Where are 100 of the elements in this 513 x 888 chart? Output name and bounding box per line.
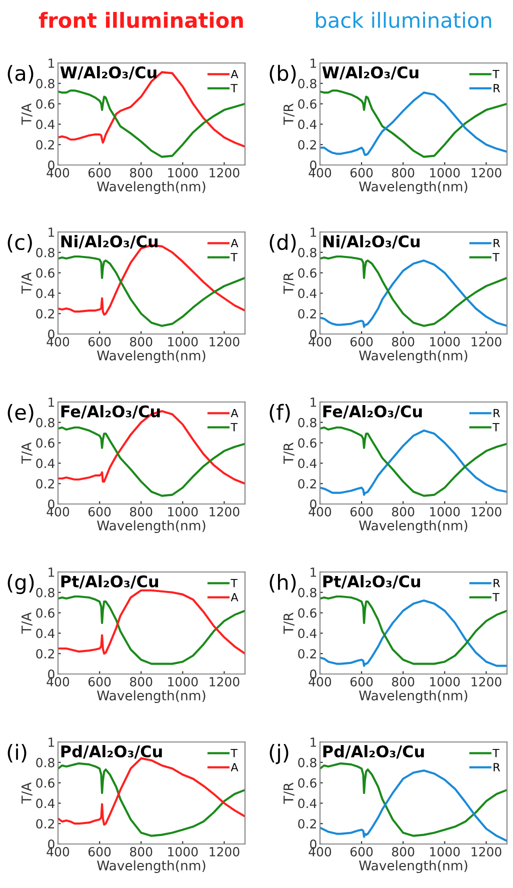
legend-label: A — [230, 409, 238, 418]
x-tick-label: 600 — [88, 507, 111, 516]
y-tick-label: 0 — [310, 160, 316, 170]
y-tick-label: 0 — [310, 329, 316, 339]
chart-subtitle: W/Al₂O₃/Cu — [322, 66, 418, 80]
y-tick-label: 0.4 — [36, 288, 55, 298]
y-tick-label: 0.6 — [298, 608, 316, 618]
chart-subtitle: Pt/Al₂O₃/Cu — [323, 575, 420, 589]
y-tick-label: 0.8 — [36, 588, 54, 598]
line-series — [320, 762, 507, 837]
x-tick-label: 600 — [88, 847, 111, 856]
line-series — [58, 762, 245, 837]
x-axis-title: Wavelength(nm) — [359, 690, 468, 704]
y-tick-label: 1 — [310, 738, 316, 747]
x-tick-label: 400 — [308, 507, 332, 516]
x-axis-title: Wavelength(nm) — [359, 860, 468, 874]
y-tick-label: 0.2 — [298, 649, 316, 659]
y-tick-label: 1 — [48, 568, 54, 577]
y-tick-label: 0 — [310, 839, 316, 849]
y-axis-title: T/R — [284, 612, 294, 634]
x-tick-label: 800 — [130, 168, 152, 178]
y-tick-label: 0 — [48, 499, 54, 509]
y-tick-label: 0.2 — [36, 140, 54, 150]
y-tick-label: 0 — [310, 669, 316, 679]
y-tick-label: 0.6 — [36, 99, 54, 109]
chart-title: (e) — [8, 404, 34, 422]
y-tick-label: 0.8 — [36, 418, 54, 428]
x-tick-label: 800 — [130, 507, 152, 516]
chart-subtitle: Pd/Al₂O₃/Cu — [323, 745, 424, 759]
y-tick-label: 0.8 — [298, 78, 316, 88]
y-tick-label: 0.2 — [298, 309, 316, 319]
x-tick-label: 400 — [46, 847, 70, 856]
y-tick-label: 1 — [310, 228, 316, 237]
x-tick-label: 1200 — [472, 847, 502, 856]
x-axis-title: Wavelength(nm) — [359, 350, 468, 364]
y-tick-label: 1 — [310, 398, 316, 407]
x-tick-label: 800 — [392, 337, 414, 346]
y-tick-label: 1 — [48, 738, 54, 747]
text: back illumination — [316, 12, 492, 28]
y-tick-label: 0.2 — [298, 140, 316, 150]
y-tick-label: 0 — [310, 499, 316, 509]
y-tick-label: 0.4 — [36, 458, 55, 468]
chart-title: (b) — [270, 64, 296, 84]
chart-title: (i) — [8, 744, 26, 762]
y-tick-label: 0.2 — [36, 479, 54, 489]
x-tick-label: 400 — [308, 847, 332, 856]
y-tick-label: 0.4 — [298, 458, 317, 468]
y-tick-label: 1 — [48, 398, 54, 407]
x-tick-label: 800 — [392, 168, 414, 178]
x-tick-label: 1000 — [430, 168, 460, 178]
legend-label: R — [494, 84, 500, 92]
y-axis-title: T/A — [22, 442, 32, 464]
y-tick-label: 0 — [48, 669, 54, 679]
legend-label: T — [492, 593, 500, 602]
y-tick-label: 0.2 — [36, 819, 54, 829]
legend-label: T — [230, 423, 238, 432]
text: front illumination — [38, 12, 243, 28]
legend-label: R — [494, 239, 500, 248]
x-tick-label: 1200 — [210, 847, 240, 856]
y-tick-label: 0.2 — [298, 479, 316, 489]
x-tick-label: 600 — [88, 337, 111, 346]
legend-label: T — [230, 749, 238, 758]
legend-label: R — [494, 763, 500, 772]
y-tick-label: 0.8 — [298, 248, 316, 258]
legend-label: A — [230, 763, 238, 772]
y-tick-label: 0.6 — [36, 268, 54, 278]
chart-subtitle: Pt/Al₂O₃/Cu — [61, 575, 158, 589]
x-tick-label: 400 — [308, 677, 332, 686]
y-tick-label: 0.4 — [298, 120, 317, 130]
y-tick-label: 0.4 — [298, 628, 317, 638]
chart-title: (h) — [270, 574, 296, 592]
chart-title: (d) — [270, 234, 296, 252]
y-tick-label: 0.6 — [36, 608, 54, 618]
x-tick-label: 800 — [130, 337, 152, 346]
legend-label: R — [494, 579, 500, 588]
y-tick-label: 0.6 — [36, 778, 54, 788]
x-tick-label: 400 — [308, 168, 332, 178]
y-tick-label: 0 — [48, 329, 54, 339]
y-tick-label: 0.4 — [298, 288, 317, 298]
y-tick-label: 0 — [48, 160, 54, 170]
x-tick-label: 1000 — [168, 847, 198, 856]
y-axis-title: T/A — [22, 272, 32, 294]
x-tick-label: 1200 — [472, 677, 502, 686]
legend-label: T — [230, 84, 238, 92]
legend-label: A — [230, 239, 238, 248]
legend-label: A — [230, 593, 238, 602]
x-tick-label: 800 — [392, 847, 414, 856]
x-tick-label: 1200 — [472, 337, 502, 346]
x-tick-label: 600 — [350, 168, 373, 178]
y-tick-label: 0.4 — [36, 120, 55, 130]
chart-subtitle: Fe/Al₂O₃/Cu — [61, 405, 160, 419]
y-tick-label: 0.6 — [298, 438, 316, 448]
y-tick-label: 1 — [48, 58, 54, 68]
y-axis-title: T/R — [284, 104, 294, 125]
chart-subtitle: W/Al₂O₃/Cu — [60, 66, 156, 80]
legend-label: T — [230, 253, 238, 262]
y-tick-label: 0 — [48, 839, 54, 849]
legend-label: T — [492, 423, 500, 432]
line-series — [320, 770, 507, 842]
y-tick-label: 0.2 — [36, 649, 54, 659]
